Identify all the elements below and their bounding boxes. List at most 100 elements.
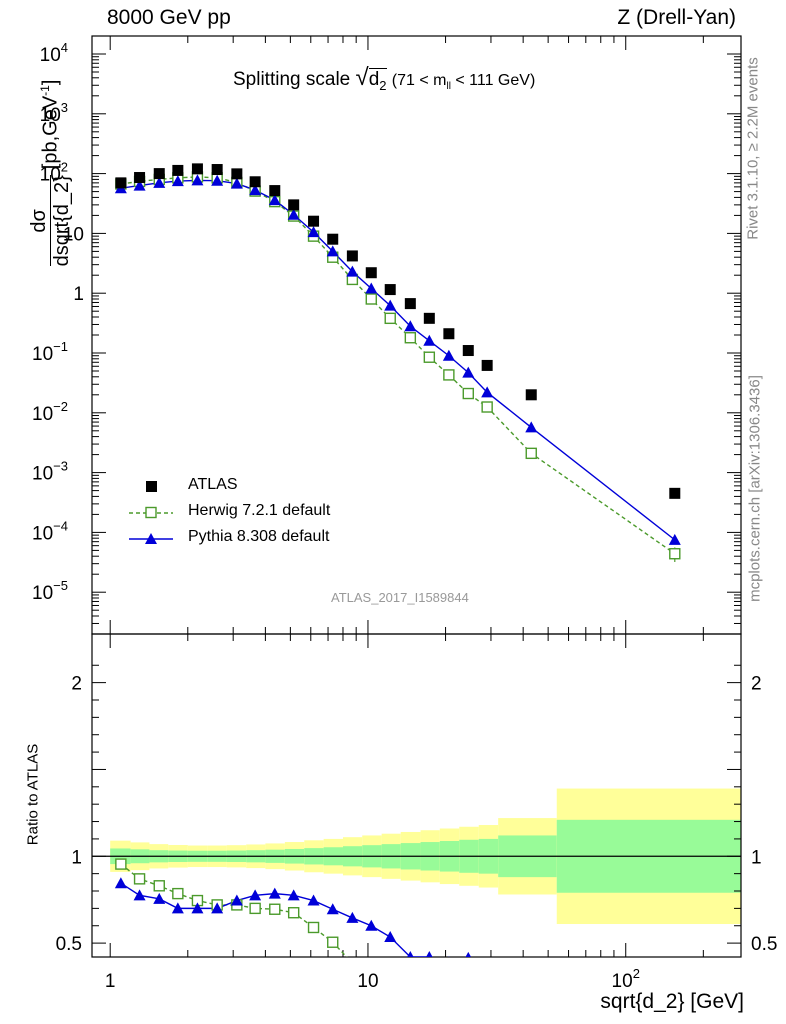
atlas-point	[525, 389, 537, 401]
main-series	[114, 163, 681, 562]
pythia-ratio-point	[230, 894, 243, 906]
pythia-ratio-point	[407, 951, 414, 957]
pythia-ratio-point	[307, 894, 320, 906]
y-tick-label: 10−2	[32, 399, 68, 425]
herwig-ratio-point	[327, 936, 339, 948]
pythia-point	[481, 386, 494, 398]
pythia-ratio-point	[114, 877, 127, 889]
pythia-point	[668, 533, 681, 545]
pythia-ratio-point	[448, 956, 450, 957]
ratio-y-tick-label: 1	[71, 847, 82, 868]
pythia-point	[249, 184, 262, 196]
herwig-ratio-point	[249, 902, 261, 915]
pythia-line	[120, 179, 676, 541]
atlas-point	[346, 250, 358, 262]
rivet-label: Rivet 3.1.10, ≥ 2.2M events	[744, 57, 762, 240]
herwig-ratio-point	[347, 958, 357, 968]
pythia-point	[442, 349, 455, 361]
y-tick-label: 10−5	[32, 578, 68, 604]
plot-title-cut: (71 < mll < 111 GeV)	[391, 72, 536, 93]
pythia-point	[133, 179, 146, 191]
herwig-line	[120, 176, 676, 555]
atlas-point	[288, 199, 300, 211]
mcplots-label: mcplots.cern.ch [arXiv:1306.3436]	[746, 375, 764, 602]
y-tick-label: 10−1	[32, 339, 68, 365]
atlas-point	[481, 359, 493, 371]
herwig-point	[423, 351, 436, 363]
atlas-point	[153, 168, 165, 180]
analysis-watermark: ATLAS_2017_I1589844	[331, 590, 469, 605]
ratio-y-tick-label: 2	[71, 674, 82, 695]
header-left: 8000 GeV pp	[107, 6, 231, 29]
pythia-ratio-point	[249, 889, 262, 901]
herwig-marker-icon	[129, 506, 173, 519]
ratio-y-tick-label-right: 2	[751, 674, 762, 695]
atlas-point	[443, 328, 455, 340]
herwig-point	[365, 293, 377, 305]
main-ylabel: dσ dsqrt{d_2} [pb,GeV-1]	[27, 79, 73, 267]
ratio-y-tick-label-right: 0.5	[751, 934, 777, 955]
legend-item-herwig: Herwig 7.2.1 default	[125, 502, 385, 524]
pythia-ratio-point	[426, 951, 433, 957]
atlas-point	[384, 284, 396, 296]
y-tick-label: 10	[63, 224, 84, 245]
ratio-panel: 1 10 102 0.5 0.5 1 1 2 2	[56, 633, 777, 992]
pythia-point	[191, 174, 204, 186]
xlabel: sqrt{d_2} [GeV]	[600, 990, 744, 1013]
pythia-point	[404, 320, 417, 332]
ratio-series	[114, 858, 472, 968]
atlas-point	[231, 168, 243, 180]
pythia-point	[287, 208, 300, 220]
y-tick-label: 10−4	[32, 518, 68, 544]
herwig-ratio-point	[172, 887, 184, 900]
pythia-marker-icon	[129, 533, 173, 544]
herwig-ratio-point	[115, 858, 127, 870]
herwig-point	[404, 332, 417, 344]
legend-item-pythia: Pythia 8.308 default	[125, 528, 385, 550]
herwig-ratio-line	[120, 863, 348, 957]
herwig-ratio-point	[287, 907, 300, 919]
herwig-point	[384, 312, 396, 325]
herwig-point	[481, 401, 493, 413]
x-tick-label: 1	[105, 971, 116, 992]
ylabel-denominator: dsqrt{d_2}	[49, 175, 73, 267]
header-right: Z (Drell-Yan)	[617, 6, 736, 29]
atlas-point	[462, 345, 474, 357]
pythia-ratio-point	[171, 902, 184, 914]
atlas-point	[308, 215, 320, 227]
atlas-point	[172, 164, 184, 176]
pythia-point	[230, 177, 243, 189]
pythia-ratio-point	[465, 951, 472, 957]
herwig-point	[443, 369, 455, 381]
herwig-ratio-point	[133, 873, 146, 885]
ylabel-numerator: dσ	[27, 209, 50, 233]
pythia-ratio-point	[268, 887, 281, 899]
y-tick-label: 10−3	[32, 459, 68, 485]
herwig-point	[525, 447, 537, 460]
pythia-ratio-point	[133, 889, 146, 901]
ratio-y-tick-label: 0.5	[56, 934, 82, 955]
herwig-ratio-point	[153, 880, 165, 892]
pythia-ratio-point	[191, 902, 204, 914]
atlas-point	[134, 172, 146, 184]
atlas-point	[115, 177, 127, 189]
ylabel-units: [pb,GeV	[39, 95, 62, 170]
plot-title: Splitting scale √d2 (71 < mll < 111 GeV)	[233, 64, 535, 93]
herwig-ratio-point	[307, 921, 320, 934]
x-tick-label: 102	[612, 966, 640, 992]
x-tick-label: 10	[357, 971, 378, 992]
pythia-point	[346, 265, 359, 277]
atlas-point	[423, 312, 435, 324]
pythia-point	[211, 174, 224, 186]
atlas-point	[669, 487, 681, 499]
pythia-ratio-point	[365, 919, 378, 931]
atlas-point	[365, 267, 377, 279]
pythia-point	[365, 282, 378, 294]
pythia-ratio-point	[153, 892, 166, 904]
pythia-ratio-point	[326, 903, 339, 915]
ratio-y-tick-label-right: 1	[751, 847, 762, 868]
atlas-point	[327, 233, 339, 245]
ratio-ylabel: Ratio to ATLAS	[24, 743, 42, 846]
